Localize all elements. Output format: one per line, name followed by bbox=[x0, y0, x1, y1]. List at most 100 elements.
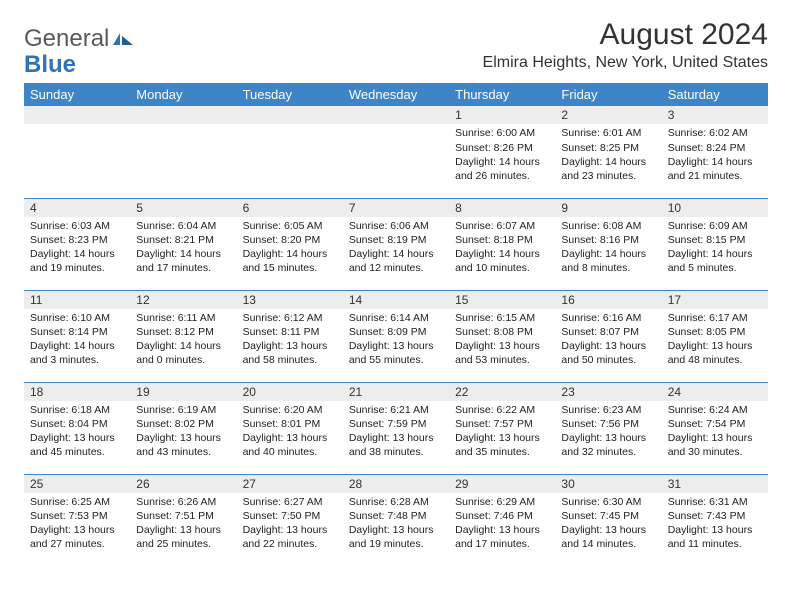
day-number: 22 bbox=[449, 383, 555, 401]
calendar-cell: 31Sunrise: 6:31 AMSunset: 7:43 PMDayligh… bbox=[662, 474, 768, 566]
day-number: 1 bbox=[449, 106, 555, 124]
day-details: Sunrise: 6:25 AMSunset: 7:53 PMDaylight:… bbox=[24, 493, 130, 556]
day-header-row: Sunday Monday Tuesday Wednesday Thursday… bbox=[24, 83, 768, 106]
calendar-week: 11Sunrise: 6:10 AMSunset: 8:14 PMDayligh… bbox=[24, 290, 768, 382]
day-number: 27 bbox=[237, 475, 343, 493]
calendar-cell: 17Sunrise: 6:17 AMSunset: 8:05 PMDayligh… bbox=[662, 290, 768, 382]
calendar-cell: 22Sunrise: 6:22 AMSunset: 7:57 PMDayligh… bbox=[449, 382, 555, 474]
logo: GeneralBlue bbox=[24, 18, 135, 77]
calendar-week: 25Sunrise: 6:25 AMSunset: 7:53 PMDayligh… bbox=[24, 474, 768, 566]
day-details: Sunrise: 6:29 AMSunset: 7:46 PMDaylight:… bbox=[449, 493, 555, 556]
calendar-cell: 13Sunrise: 6:12 AMSunset: 8:11 PMDayligh… bbox=[237, 290, 343, 382]
calendar-cell: 1Sunrise: 6:00 AMSunset: 8:26 PMDaylight… bbox=[449, 106, 555, 198]
day-number: 26 bbox=[130, 475, 236, 493]
day-number-empty bbox=[24, 106, 130, 124]
col-monday: Monday bbox=[130, 83, 236, 106]
day-details: Sunrise: 6:26 AMSunset: 7:51 PMDaylight:… bbox=[130, 493, 236, 556]
day-number-empty bbox=[237, 106, 343, 124]
calendar-cell: 30Sunrise: 6:30 AMSunset: 7:45 PMDayligh… bbox=[555, 474, 661, 566]
day-details: Sunrise: 6:31 AMSunset: 7:43 PMDaylight:… bbox=[662, 493, 768, 556]
day-details: Sunrise: 6:23 AMSunset: 7:56 PMDaylight:… bbox=[555, 401, 661, 464]
header: GeneralBlue August 2024 Elmira Heights, … bbox=[24, 18, 768, 77]
day-number: 8 bbox=[449, 199, 555, 217]
calendar-cell: 6Sunrise: 6:05 AMSunset: 8:20 PMDaylight… bbox=[237, 198, 343, 290]
logo-text-gray: General bbox=[24, 25, 109, 52]
calendar-cell: 27Sunrise: 6:27 AMSunset: 7:50 PMDayligh… bbox=[237, 474, 343, 566]
location: Elmira Heights, New York, United States bbox=[483, 54, 768, 72]
calendar-cell: 2Sunrise: 6:01 AMSunset: 8:25 PMDaylight… bbox=[555, 106, 661, 198]
day-details: Sunrise: 6:00 AMSunset: 8:26 PMDaylight:… bbox=[449, 124, 555, 187]
day-number: 21 bbox=[343, 383, 449, 401]
calendar-cell: 10Sunrise: 6:09 AMSunset: 8:15 PMDayligh… bbox=[662, 198, 768, 290]
calendar-cell: 7Sunrise: 6:06 AMSunset: 8:19 PMDaylight… bbox=[343, 198, 449, 290]
day-details: Sunrise: 6:03 AMSunset: 8:23 PMDaylight:… bbox=[24, 217, 130, 280]
calendar-cell: 23Sunrise: 6:23 AMSunset: 7:56 PMDayligh… bbox=[555, 382, 661, 474]
month-title: August 2024 bbox=[483, 18, 768, 52]
day-details: Sunrise: 6:27 AMSunset: 7:50 PMDaylight:… bbox=[237, 493, 343, 556]
day-number: 10 bbox=[662, 199, 768, 217]
day-details: Sunrise: 6:15 AMSunset: 8:08 PMDaylight:… bbox=[449, 309, 555, 372]
calendar-cell: 20Sunrise: 6:20 AMSunset: 8:01 PMDayligh… bbox=[237, 382, 343, 474]
calendar-cell bbox=[24, 106, 130, 198]
day-details: Sunrise: 6:06 AMSunset: 8:19 PMDaylight:… bbox=[343, 217, 449, 280]
col-thursday: Thursday bbox=[449, 83, 555, 106]
calendar-cell: 28Sunrise: 6:28 AMSunset: 7:48 PMDayligh… bbox=[343, 474, 449, 566]
day-number-empty bbox=[130, 106, 236, 124]
day-number: 7 bbox=[343, 199, 449, 217]
day-details: Sunrise: 6:18 AMSunset: 8:04 PMDaylight:… bbox=[24, 401, 130, 464]
day-number: 24 bbox=[662, 383, 768, 401]
day-details: Sunrise: 6:24 AMSunset: 7:54 PMDaylight:… bbox=[662, 401, 768, 464]
day-number: 25 bbox=[24, 475, 130, 493]
day-details: Sunrise: 6:04 AMSunset: 8:21 PMDaylight:… bbox=[130, 217, 236, 280]
calendar-cell: 29Sunrise: 6:29 AMSunset: 7:46 PMDayligh… bbox=[449, 474, 555, 566]
calendar-cell: 18Sunrise: 6:18 AMSunset: 8:04 PMDayligh… bbox=[24, 382, 130, 474]
day-number: 23 bbox=[555, 383, 661, 401]
col-friday: Friday bbox=[555, 83, 661, 106]
day-details: Sunrise: 6:08 AMSunset: 8:16 PMDaylight:… bbox=[555, 217, 661, 280]
day-details: Sunrise: 6:07 AMSunset: 8:18 PMDaylight:… bbox=[449, 217, 555, 280]
calendar-cell: 21Sunrise: 6:21 AMSunset: 7:59 PMDayligh… bbox=[343, 382, 449, 474]
col-wednesday: Wednesday bbox=[343, 83, 449, 106]
calendar-cell: 16Sunrise: 6:16 AMSunset: 8:07 PMDayligh… bbox=[555, 290, 661, 382]
day-details: Sunrise: 6:17 AMSunset: 8:05 PMDaylight:… bbox=[662, 309, 768, 372]
day-number: 18 bbox=[24, 383, 130, 401]
day-details: Sunrise: 6:19 AMSunset: 8:02 PMDaylight:… bbox=[130, 401, 236, 464]
day-details: Sunrise: 6:22 AMSunset: 7:57 PMDaylight:… bbox=[449, 401, 555, 464]
calendar-week: 18Sunrise: 6:18 AMSunset: 8:04 PMDayligh… bbox=[24, 382, 768, 474]
calendar-cell: 19Sunrise: 6:19 AMSunset: 8:02 PMDayligh… bbox=[130, 382, 236, 474]
calendar-cell: 5Sunrise: 6:04 AMSunset: 8:21 PMDaylight… bbox=[130, 198, 236, 290]
day-number: 2 bbox=[555, 106, 661, 124]
day-number: 19 bbox=[130, 383, 236, 401]
day-number: 9 bbox=[555, 199, 661, 217]
day-number: 3 bbox=[662, 106, 768, 124]
day-number: 17 bbox=[662, 291, 768, 309]
day-details: Sunrise: 6:20 AMSunset: 8:01 PMDaylight:… bbox=[237, 401, 343, 464]
calendar-cell: 3Sunrise: 6:02 AMSunset: 8:24 PMDaylight… bbox=[662, 106, 768, 198]
day-number: 12 bbox=[130, 291, 236, 309]
logo-text-blue: Blue bbox=[24, 51, 76, 78]
day-number: 6 bbox=[237, 199, 343, 217]
calendar-cell: 8Sunrise: 6:07 AMSunset: 8:18 PMDaylight… bbox=[449, 198, 555, 290]
calendar-cell: 25Sunrise: 6:25 AMSunset: 7:53 PMDayligh… bbox=[24, 474, 130, 566]
day-number-empty bbox=[343, 106, 449, 124]
col-saturday: Saturday bbox=[662, 83, 768, 106]
day-details: Sunrise: 6:11 AMSunset: 8:12 PMDaylight:… bbox=[130, 309, 236, 372]
day-details: Sunrise: 6:16 AMSunset: 8:07 PMDaylight:… bbox=[555, 309, 661, 372]
day-number: 28 bbox=[343, 475, 449, 493]
calendar-cell bbox=[237, 106, 343, 198]
calendar-cell: 14Sunrise: 6:14 AMSunset: 8:09 PMDayligh… bbox=[343, 290, 449, 382]
day-details: Sunrise: 6:01 AMSunset: 8:25 PMDaylight:… bbox=[555, 124, 661, 187]
day-number: 30 bbox=[555, 475, 661, 493]
day-number: 5 bbox=[130, 199, 236, 217]
col-tuesday: Tuesday bbox=[237, 83, 343, 106]
calendar-cell: 15Sunrise: 6:15 AMSunset: 8:08 PMDayligh… bbox=[449, 290, 555, 382]
day-number: 16 bbox=[555, 291, 661, 309]
day-details: Sunrise: 6:21 AMSunset: 7:59 PMDaylight:… bbox=[343, 401, 449, 464]
calendar-cell: 11Sunrise: 6:10 AMSunset: 8:14 PMDayligh… bbox=[24, 290, 130, 382]
calendar-cell: 4Sunrise: 6:03 AMSunset: 8:23 PMDaylight… bbox=[24, 198, 130, 290]
day-number: 15 bbox=[449, 291, 555, 309]
day-number: 31 bbox=[662, 475, 768, 493]
day-number: 14 bbox=[343, 291, 449, 309]
title-block: August 2024 Elmira Heights, New York, Un… bbox=[483, 18, 768, 72]
calendar-cell: 26Sunrise: 6:26 AMSunset: 7:51 PMDayligh… bbox=[130, 474, 236, 566]
